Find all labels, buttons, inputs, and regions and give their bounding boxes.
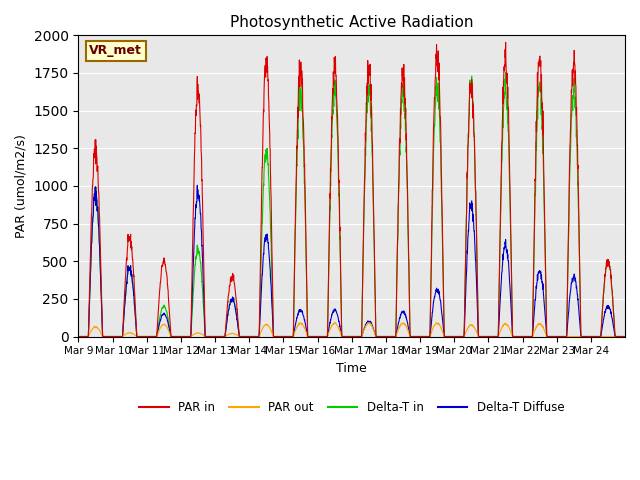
Legend: PAR in, PAR out, Delta-T in, Delta-T Diffuse: PAR in, PAR out, Delta-T in, Delta-T Dif… [134, 396, 569, 419]
Text: VR_met: VR_met [90, 44, 142, 58]
X-axis label: Time: Time [337, 362, 367, 375]
Y-axis label: PAR (umol/m2/s): PAR (umol/m2/s) [15, 134, 28, 238]
Title: Photosynthetic Active Radiation: Photosynthetic Active Radiation [230, 15, 474, 30]
